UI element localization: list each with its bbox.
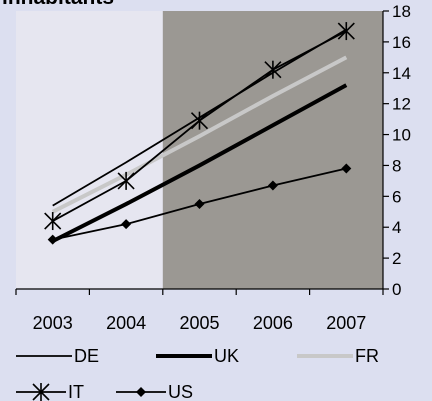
- x-tick-label: 2006: [253, 313, 293, 333]
- data-point-us: [47, 234, 58, 245]
- y-tick-label: 2: [392, 249, 401, 268]
- legend-item-uk: UK: [156, 346, 239, 366]
- y-tick-label: 12: [392, 95, 411, 114]
- x-tick-label: 2007: [326, 313, 366, 333]
- data-point-us: [121, 219, 132, 230]
- series-line-uk: [51, 83, 348, 243]
- x-tick-label: 2005: [179, 313, 219, 333]
- legend-label-it: IT: [68, 382, 84, 401]
- x-tick-label: 2003: [33, 313, 73, 333]
- data-point-it: [264, 60, 282, 79]
- legend-item-de: DE: [16, 346, 99, 366]
- legend-label-de: DE: [74, 346, 99, 366]
- data-point-us: [341, 163, 352, 174]
- legend-label-us: US: [168, 382, 193, 401]
- data-point-it: [337, 22, 355, 41]
- y-tick-label: 10: [392, 126, 411, 145]
- data-point-us: [267, 180, 278, 191]
- legend-label-fr: FR: [355, 346, 379, 366]
- data-point-it: [190, 111, 209, 130]
- series-line-fr: [51, 55, 348, 214]
- chart-title: inhabitants: [2, 0, 114, 9]
- y-tick-label: 16: [392, 33, 411, 52]
- data-point-it: [44, 212, 62, 231]
- y-tick-label: 6: [392, 187, 401, 206]
- y-tick-label: 18: [392, 2, 411, 21]
- y-tick-label: 4: [392, 218, 401, 237]
- legend-item-fr: FR: [297, 346, 379, 366]
- y-tick-label: 14: [392, 64, 411, 83]
- highlight-region: [162, 11, 383, 289]
- legend-item-us: US: [116, 382, 193, 401]
- legend-item-it: IT: [16, 382, 84, 401]
- legend-label-uk: UK: [214, 346, 239, 366]
- data-point-us: [194, 199, 205, 210]
- y-tick-label: 0: [392, 280, 401, 299]
- x-tick-label: 2004: [106, 313, 146, 333]
- data-point-it: [117, 171, 135, 190]
- y-tick-label: 8: [392, 156, 401, 175]
